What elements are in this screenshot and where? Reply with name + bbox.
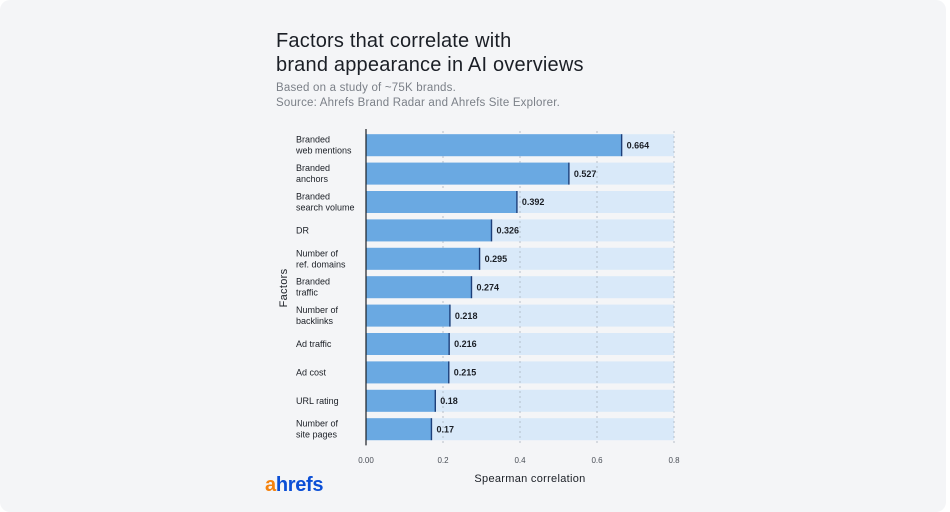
- data-label: 0.326: [497, 226, 520, 236]
- x-tick-label: 0.6: [591, 456, 603, 465]
- bar: [366, 162, 569, 185]
- category-label: Number of: [296, 248, 339, 258]
- bar: [366, 333, 450, 355]
- chart-source-line: Source: Ahrefs Brand Radar and Ahrefs Si…: [276, 97, 560, 109]
- category-label: web mentions: [295, 146, 352, 156]
- bar: [366, 276, 472, 299]
- bar: [366, 361, 449, 384]
- category-label: Branded: [296, 163, 330, 173]
- data-label: 0.664: [627, 140, 650, 150]
- data-label: 0.295: [485, 254, 508, 264]
- logo-wordmark: hrefs: [275, 474, 324, 496]
- x-tick-label: 0.00: [358, 456, 374, 465]
- bar: [366, 247, 480, 270]
- bar: [366, 389, 436, 412]
- bar: [366, 134, 622, 157]
- category-label: Number of: [296, 305, 339, 315]
- data-label: 0.274: [476, 282, 499, 292]
- category-label: ref. domains: [296, 259, 346, 269]
- category-label: Branded: [296, 277, 330, 287]
- data-label: 0.392: [522, 197, 545, 207]
- x-tick-label: 0.8: [668, 456, 680, 465]
- bar: [366, 304, 450, 327]
- category-label: Branded: [296, 135, 330, 145]
- data-label: 0.216: [454, 339, 477, 349]
- category-label: anchors: [296, 174, 329, 184]
- category-label: Ad traffic: [296, 339, 332, 349]
- x-tick-label: 0.2: [437, 456, 449, 465]
- bar: [366, 191, 517, 213]
- category-label: DR: [296, 225, 309, 235]
- bar: [366, 418, 432, 441]
- data-label: 0.215: [454, 368, 477, 378]
- x-axis-title: Spearman correlation: [474, 473, 585, 485]
- bar: [366, 219, 492, 242]
- bar-track: [366, 418, 674, 441]
- category-label: search volume: [296, 203, 355, 213]
- chart-title-line-2: brand appearance in AI overviews: [276, 54, 584, 76]
- chart-subtitle-line-1: Based on a study of ~75K brands.: [276, 82, 456, 94]
- page-edge: [946, 0, 950, 512]
- chart-title-line-1: Factors that correlate with: [276, 30, 512, 52]
- data-label: 0.18: [440, 396, 458, 406]
- data-label: 0.527: [574, 169, 597, 179]
- data-label: 0.17: [436, 424, 454, 434]
- logo-letter-a: a: [265, 474, 276, 496]
- category-label: Ad cost: [296, 367, 327, 377]
- category-label: traffic: [296, 288, 318, 298]
- category-label: site pages: [296, 430, 338, 440]
- data-label: 0.218: [455, 311, 478, 321]
- category-label: URL rating: [296, 396, 339, 406]
- category-label: Branded: [296, 192, 330, 202]
- chart-title: Factors that correlate with brand appear…: [276, 29, 696, 77]
- x-tick-label: 0.4: [514, 456, 526, 465]
- ahrefs-logo: ahrefs: [265, 474, 324, 497]
- chart-subtitle: Based on a study of ~75K brands. Source:…: [276, 81, 696, 111]
- y-axis-title: Factors: [278, 268, 290, 307]
- category-label: Number of: [296, 419, 339, 429]
- category-label: backlinks: [296, 316, 334, 326]
